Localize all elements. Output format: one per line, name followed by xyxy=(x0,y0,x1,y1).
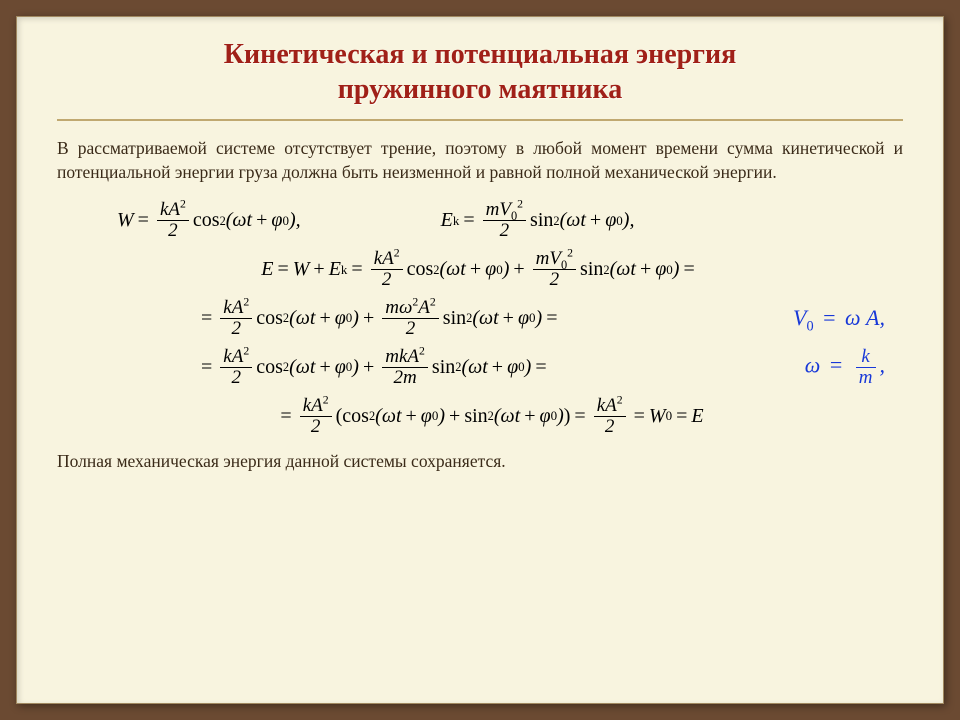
equation-row-2: E = W + Ek = kA22 cos2 (ωt+φ0) + mV022 s… xyxy=(57,249,903,290)
equation-row-3: = kA22 cos2 (ωt+φ0) + mω2A22 sin2 (ωt+φ0… xyxy=(57,298,903,339)
intro-paragraph: В рассматриваемой системе отсутствует тр… xyxy=(57,137,903,184)
note-omega: ω = k m , xyxy=(805,347,885,388)
slide-frame: Кинетическая и потенциальная энергия пру… xyxy=(16,16,944,704)
eq-W: W = kA2 2 cos2 (ωt+φ0), xyxy=(117,200,301,241)
note-V0: V0 = ω A, xyxy=(793,305,885,331)
eq-Ek: Ek = mV02 2 sin2 (ωt+φ0), xyxy=(441,200,635,241)
frac-mV02-2: mV02 2 xyxy=(483,200,526,241)
divider xyxy=(57,119,903,121)
equation-row-1: W = kA2 2 cos2 (ωt+φ0), Ek = mV02 2 sin2… xyxy=(57,200,903,241)
equation-row-5: = kA22 (cos2 (ωt+φ0) + sin2 (ωt+φ0)) = k… xyxy=(57,396,903,437)
slide-title: Кинетическая и потенциальная энергия пру… xyxy=(57,37,903,107)
equation-row-4: = kA22 cos2 (ωt+φ0) + mkA22m sin2 (ωt+φ0… xyxy=(57,347,903,388)
title-line-2: пружинного маятника xyxy=(338,74,622,105)
frac-kA2-2: kA2 2 xyxy=(157,200,189,241)
title-line-1: Кинетическая и потенциальная энергия xyxy=(224,39,736,70)
conclusion: Полная механическая энергия данной систе… xyxy=(57,451,903,472)
